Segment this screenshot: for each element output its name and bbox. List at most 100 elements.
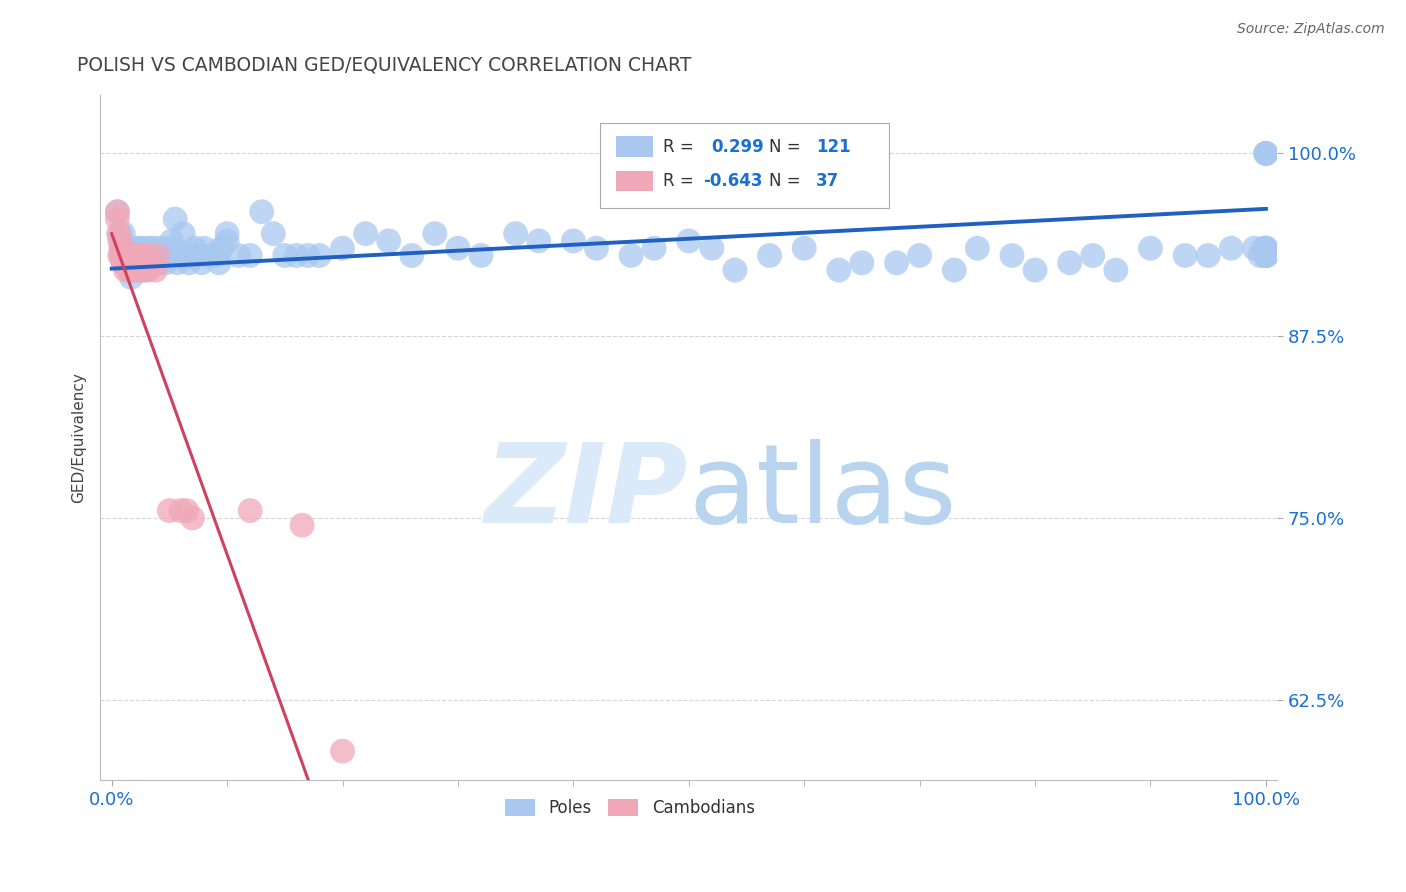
Point (166, 256, 188, 270)
Point (129, 263, 152, 277)
Point (285, 248, 308, 262)
Point (142, 241, 165, 255)
Point (1254, 248, 1277, 262)
Point (332, 241, 354, 255)
Point (114, 248, 136, 262)
Point (190, 256, 212, 270)
Point (115, 248, 138, 262)
Point (217, 227, 239, 241)
Point (121, 256, 143, 270)
Point (908, 248, 931, 262)
Point (181, 511, 204, 525)
Point (1001, 248, 1024, 262)
Point (1254, 146, 1277, 161)
Point (308, 248, 330, 262)
Point (125, 248, 148, 262)
Point (1249, 248, 1271, 262)
Point (1197, 248, 1219, 262)
Point (148, 256, 170, 270)
Point (129, 248, 152, 262)
Point (297, 248, 319, 262)
Point (1059, 256, 1081, 270)
Point (112, 227, 135, 241)
Point (107, 204, 129, 219)
Point (110, 241, 132, 255)
Point (141, 256, 163, 270)
Point (145, 263, 167, 277)
Point (157, 503, 180, 517)
Text: -0.643: -0.643 (703, 172, 762, 190)
Point (112, 256, 135, 270)
Point (131, 256, 153, 270)
Point (401, 248, 423, 262)
Y-axis label: GED/Equivalency: GED/Equivalency (72, 372, 86, 503)
Point (217, 234, 239, 248)
Point (228, 248, 250, 262)
Point (107, 204, 129, 219)
Point (112, 256, 135, 270)
Point (155, 256, 177, 270)
Text: 37: 37 (815, 172, 839, 190)
Point (128, 241, 150, 255)
Point (851, 256, 873, 270)
Text: N =: N = (769, 137, 806, 155)
Point (643, 241, 665, 255)
Point (239, 248, 262, 262)
Point (1254, 248, 1277, 262)
Point (1081, 248, 1104, 262)
Point (886, 256, 908, 270)
Point (132, 241, 155, 255)
Point (527, 234, 550, 248)
Point (112, 248, 135, 262)
Point (1254, 241, 1277, 255)
Point (118, 263, 141, 277)
Text: POLISH VS CAMBODIAN GED/EQUIVALENCY CORRELATION CHART: POLISH VS CAMBODIAN GED/EQUIVALENCY CORR… (76, 55, 690, 74)
Point (157, 241, 180, 255)
Text: 121: 121 (815, 137, 851, 155)
Point (127, 248, 149, 262)
Point (107, 212, 129, 227)
Point (112, 248, 135, 262)
Point (184, 241, 207, 255)
Point (1105, 263, 1128, 277)
Text: atlas: atlas (689, 439, 957, 546)
Point (423, 227, 446, 241)
Point (152, 248, 174, 262)
Point (1254, 248, 1277, 262)
Point (1254, 248, 1277, 262)
Point (125, 263, 148, 277)
Point (153, 248, 176, 262)
Point (1254, 146, 1277, 161)
Point (138, 263, 160, 277)
Point (177, 256, 200, 270)
Point (108, 227, 131, 241)
Point (332, 744, 354, 758)
Point (274, 248, 297, 262)
Point (118, 256, 141, 270)
Point (134, 263, 156, 277)
Point (828, 263, 851, 277)
Point (145, 256, 167, 270)
Point (111, 234, 134, 248)
Point (124, 263, 146, 277)
Point (146, 248, 169, 262)
Point (122, 263, 145, 277)
Point (135, 248, 157, 262)
Point (1174, 248, 1197, 262)
Point (291, 518, 314, 533)
Point (1254, 248, 1277, 262)
Point (1253, 241, 1275, 255)
Text: R =: R = (662, 172, 699, 190)
Point (1024, 263, 1046, 277)
Point (129, 263, 152, 277)
Point (377, 234, 399, 248)
Point (562, 234, 585, 248)
Point (120, 270, 142, 285)
Point (132, 263, 155, 277)
Point (1254, 248, 1277, 262)
Point (124, 241, 146, 255)
Point (198, 248, 221, 262)
Point (187, 248, 209, 262)
Bar (616, 170, 654, 191)
Point (170, 503, 193, 517)
